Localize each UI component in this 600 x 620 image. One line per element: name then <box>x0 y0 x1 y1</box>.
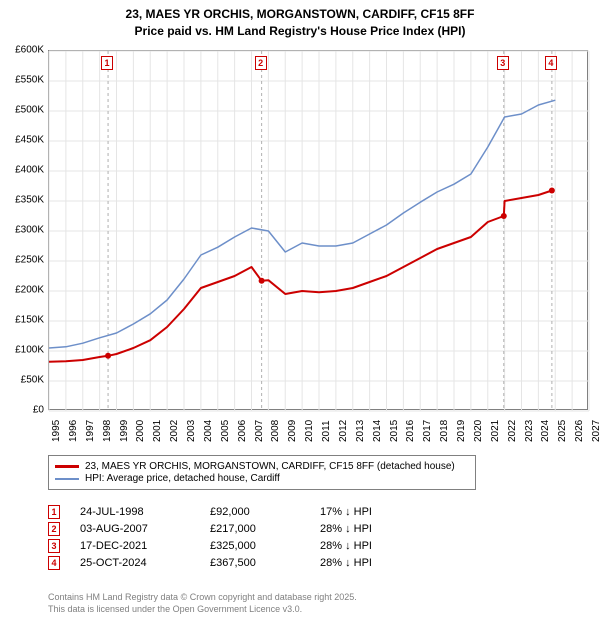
ytick-label: £550K <box>15 75 44 86</box>
ytick-label: £350K <box>15 195 44 206</box>
ytick-label: £500K <box>15 105 44 116</box>
xtick-label: 2012 <box>338 420 349 442</box>
footer-line-1: Contains HM Land Registry data © Crown c… <box>48 592 357 604</box>
xtick-label: 2018 <box>439 420 450 442</box>
xtick-label: 1998 <box>102 420 113 442</box>
xtick-label: 1997 <box>85 420 96 442</box>
legend-item: 23, MAES YR ORCHIS, MORGANSTOWN, CARDIFF… <box>55 461 469 472</box>
transaction-dot <box>259 278 265 284</box>
xtick-label: 2015 <box>389 420 400 442</box>
xtick-label: 2004 <box>203 420 214 442</box>
transaction-row: 1 24-JUL-1998£92,00017% ↓ HPI <box>48 505 548 519</box>
ytick-label: £300K <box>15 225 44 236</box>
ytick-label: £400K <box>15 165 44 176</box>
transaction-price: £325,000 <box>210 540 320 552</box>
legend-item: HPI: Average price, detached house, Card… <box>55 473 469 484</box>
transaction-marker: 1 <box>48 505 60 519</box>
xtick-label: 2003 <box>186 420 197 442</box>
transaction-date: 03-AUG-2007 <box>80 523 210 535</box>
transaction-pct: 28% ↓ HPI <box>320 540 410 552</box>
chart-marker-4: 4 <box>545 56 557 70</box>
legend-swatch <box>55 478 79 480</box>
legend: 23, MAES YR ORCHIS, MORGANSTOWN, CARDIFF… <box>48 455 476 490</box>
transaction-row: 2 03-AUG-2007£217,00028% ↓ HPI <box>48 522 548 536</box>
chart-title: 23, MAES YR ORCHIS, MORGANSTOWN, CARDIFF… <box>0 0 600 40</box>
transaction-pct: 28% ↓ HPI <box>320 557 410 569</box>
xtick-label: 2005 <box>220 420 231 442</box>
xtick-label: 2000 <box>135 420 146 442</box>
transaction-dot <box>549 188 555 194</box>
xtick-label: 2016 <box>405 420 416 442</box>
transaction-pct: 28% ↓ HPI <box>320 523 410 535</box>
xtick-label: 2027 <box>591 420 600 442</box>
chart-marker-3: 3 <box>497 56 509 70</box>
chart-marker-1: 1 <box>101 56 113 70</box>
ytick-label: £100K <box>15 345 44 356</box>
xtick-label: 2019 <box>456 420 467 442</box>
transaction-row: 3 17-DEC-2021£325,00028% ↓ HPI <box>48 539 548 553</box>
xtick-label: 1999 <box>119 420 130 442</box>
transaction-marker: 2 <box>48 522 60 536</box>
xtick-label: 2026 <box>574 420 585 442</box>
transaction-marker: 3 <box>48 539 60 553</box>
xtick-label: 2014 <box>372 420 383 442</box>
transaction-pct: 17% ↓ HPI <box>320 506 410 518</box>
xtick-label: 2008 <box>270 420 281 442</box>
transaction-dot <box>105 353 111 359</box>
xtick-label: 2001 <box>152 420 163 442</box>
xtick-label: 2007 <box>254 420 265 442</box>
legend-swatch <box>55 465 79 468</box>
xtick-label: 2011 <box>321 420 332 442</box>
legend-label: 23, MAES YR ORCHIS, MORGANSTOWN, CARDIFF… <box>85 461 455 472</box>
title-line-2: Price paid vs. HM Land Registry's House … <box>0 23 600 40</box>
xtick-label: 2022 <box>507 420 518 442</box>
xtick-label: 2013 <box>355 420 366 442</box>
series-price_paid <box>49 191 552 362</box>
footer-line-2: This data is licensed under the Open Gov… <box>48 604 357 616</box>
xtick-label: 2025 <box>557 420 568 442</box>
chart-marker-2: 2 <box>255 56 267 70</box>
xtick-label: 1995 <box>51 420 62 442</box>
xtick-label: 2023 <box>524 420 535 442</box>
transactions-table: 1 24-JUL-1998£92,00017% ↓ HPI 2 03-AUG-2007… <box>48 502 548 573</box>
chart-plot-area <box>48 50 588 410</box>
ytick-label: £150K <box>15 315 44 326</box>
xtick-label: 2017 <box>422 420 433 442</box>
ytick-label: £450K <box>15 135 44 146</box>
xtick-label: 2002 <box>169 420 180 442</box>
xtick-label: 2024 <box>540 420 551 442</box>
transaction-price: £217,000 <box>210 523 320 535</box>
transaction-price: £367,500 <box>210 557 320 569</box>
ytick-label: £250K <box>15 255 44 266</box>
transaction-dot <box>501 213 507 219</box>
transaction-date: 24-JUL-1998 <box>80 506 210 518</box>
xtick-label: 2009 <box>287 420 298 442</box>
xtick-label: 2020 <box>473 420 484 442</box>
ytick-label: £600K <box>15 45 44 56</box>
transaction-date: 25-OCT-2024 <box>80 557 210 569</box>
xtick-label: 2010 <box>304 420 315 442</box>
transaction-marker: 4 <box>48 556 60 570</box>
transaction-row: 4 25-OCT-2024£367,50028% ↓ HPI <box>48 556 548 570</box>
ytick-label: £0 <box>33 405 44 416</box>
xtick-label: 2006 <box>237 420 248 442</box>
title-line-1: 23, MAES YR ORCHIS, MORGANSTOWN, CARDIFF… <box>0 6 600 23</box>
footer-attribution: Contains HM Land Registry data © Crown c… <box>48 592 357 615</box>
ytick-label: £50K <box>21 375 44 386</box>
xtick-label: 2021 <box>490 420 501 442</box>
transaction-date: 17-DEC-2021 <box>80 540 210 552</box>
legend-label: HPI: Average price, detached house, Card… <box>85 473 280 484</box>
xtick-label: 1996 <box>68 420 79 442</box>
ytick-label: £200K <box>15 285 44 296</box>
transaction-price: £92,000 <box>210 506 320 518</box>
